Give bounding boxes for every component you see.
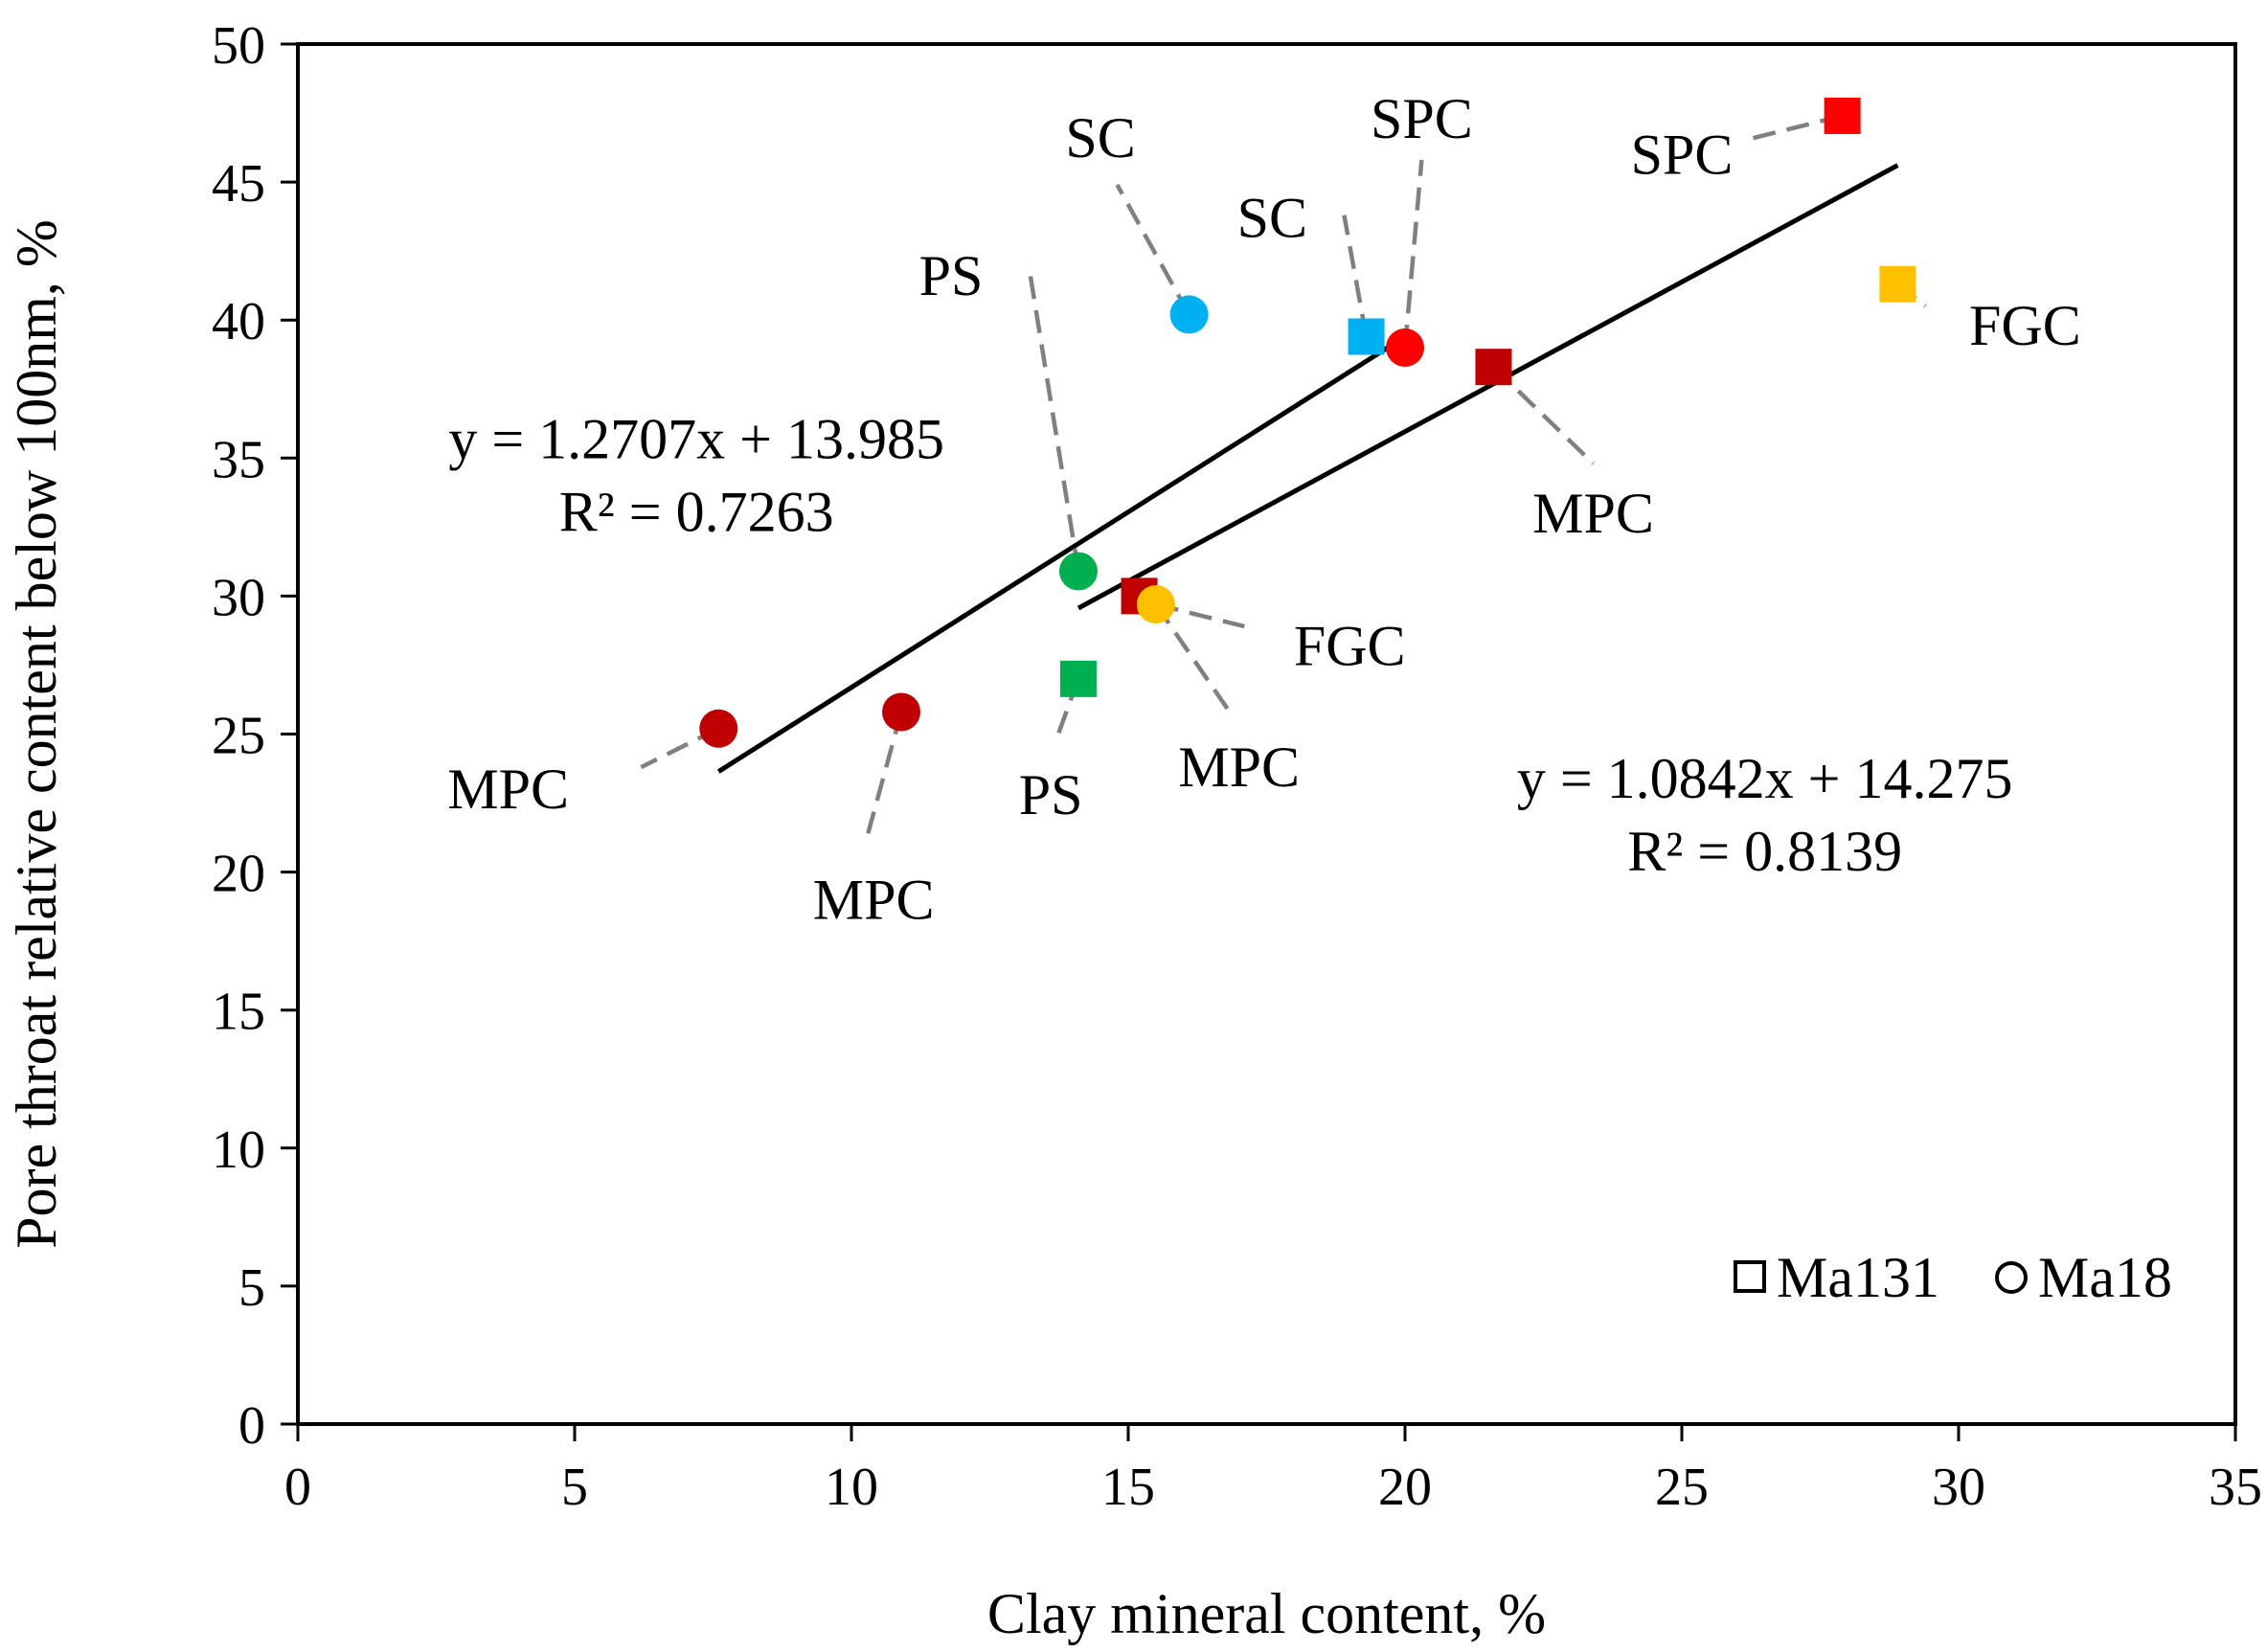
point-label: FGC — [1294, 614, 1406, 677]
leader-line — [1115, 183, 1191, 316]
trendline-r-squared: R² = 0.7263 — [559, 480, 834, 543]
trendline-equations: y = 1.2707x + 13.985 R² = 0.7263 y = 1.084… — [448, 407, 2012, 882]
leader-line — [1491, 365, 1596, 465]
leader-line — [1342, 215, 1369, 337]
x-tick-label: 30 — [1932, 1458, 1985, 1517]
y-tick-label: 50 — [212, 16, 265, 76]
ma131-square-point — [1059, 660, 1097, 697]
y-tick-label: 40 — [212, 292, 265, 351]
ma131-square-point — [1879, 265, 1916, 303]
legend-circle-icon — [1995, 1261, 2028, 1294]
axes: 0 5 10 15 20 25 30 35 0 5 10 15 20 25 30 35 40 45 50 Clay m… — [5, 16, 2262, 1645]
trendline-r-squared: R² = 0.8139 — [1627, 820, 1902, 883]
leader-line — [1026, 264, 1081, 572]
x-tick-label: 15 — [1101, 1458, 1155, 1517]
point-label: SC — [1065, 106, 1135, 170]
ma131-square-point — [1348, 318, 1385, 355]
ma18-circle-point — [1058, 552, 1098, 591]
legend: Ma131 Ma18 — [1734, 1246, 2172, 1309]
x-tick-label: 20 — [1378, 1458, 1432, 1517]
plot-frame — [296, 42, 2237, 1426]
x-tick-label: 10 — [825, 1458, 878, 1517]
point-label: MPC — [1178, 735, 1300, 799]
legend-label-ma18: Ma18 — [2038, 1246, 2172, 1309]
ma131-square-point — [1475, 349, 1512, 386]
trendline-equation: y = 1.0842x + 14.275 — [1517, 747, 2013, 810]
data-markers — [699, 97, 1916, 748]
point-label: FGC — [1969, 294, 2081, 357]
legend-label-ma131: Ma131 — [1777, 1246, 1939, 1309]
ma18-circle-point — [882, 692, 921, 732]
leader-line — [1402, 159, 1424, 349]
ma131-square-point — [1824, 97, 1861, 134]
ma18-circle-point — [1136, 585, 1175, 624]
x-tick-label: 35 — [2209, 1458, 2262, 1517]
x-tick-label: 5 — [561, 1458, 588, 1517]
point-label: MPC — [1532, 482, 1654, 545]
y-tick-label: 0 — [238, 1396, 265, 1456]
trendlines — [716, 163, 1899, 774]
point-label: SPC — [1631, 123, 1734, 186]
y-tick-label: 5 — [238, 1258, 265, 1318]
y-tick-label: 35 — [212, 430, 265, 489]
leader-line — [866, 711, 904, 834]
trendline-ma131 — [1077, 163, 1899, 611]
point-labels: MPC MPC PS PS FGC MPC SC SC SPC MPC SPC FGC — [447, 87, 2080, 932]
y-tick-label: 45 — [212, 154, 265, 214]
trendline-equation: y = 1.2707x + 13.985 — [448, 407, 944, 470]
y-tick-label: 10 — [212, 1120, 265, 1180]
point-label: PS — [1019, 763, 1083, 826]
ma18-circle-point — [1169, 295, 1209, 334]
point-label: MPC — [813, 868, 935, 931]
y-tick-label: 25 — [212, 707, 265, 766]
x-axis-title: Clay mineral content, % — [987, 1582, 1546, 1645]
legend-square-icon — [1734, 1260, 1766, 1293]
x-tick-label: 0 — [284, 1458, 311, 1517]
y-tick-label: 30 — [212, 568, 265, 627]
point-label: PS — [919, 244, 984, 307]
ma18-circle-point — [1386, 328, 1424, 368]
point-label: SC — [1237, 187, 1307, 250]
y-axis-title: Pore throat relative content below 100nm… — [5, 219, 68, 1249]
point-label: SPC — [1371, 87, 1473, 150]
trendline-ma18 — [716, 334, 1407, 774]
y-tick-label: 15 — [212, 983, 265, 1042]
point-label: MPC — [447, 758, 569, 821]
y-tick-label: 20 — [212, 845, 265, 904]
leader-line — [1154, 602, 1236, 719]
x-tick-label: 25 — [1655, 1458, 1709, 1517]
ma18-circle-point — [699, 709, 738, 748]
